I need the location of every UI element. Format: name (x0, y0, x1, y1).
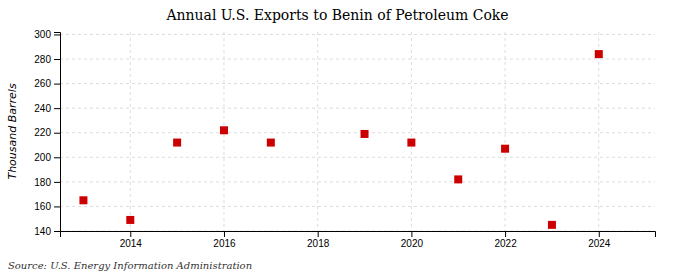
grid-line-y (60, 181, 655, 182)
tick: 220 (34, 127, 60, 138)
point (126, 216, 134, 224)
tick-label: 2022 (494, 238, 517, 249)
title: Annual U.S. Exports to Benin of Petroleu… (165, 7, 508, 23)
tick: 260 (34, 78, 60, 89)
point (361, 130, 369, 138)
tick: 2024 (588, 231, 611, 249)
point (79, 196, 87, 204)
tick-label: 300 (34, 29, 51, 40)
tick-mark (318, 231, 319, 237)
axis-line (54, 33, 61, 232)
tick: 300 (34, 29, 60, 40)
tick-mark (54, 84, 60, 85)
tick: 2022 (494, 231, 517, 249)
tick-label: 2018 (307, 238, 330, 249)
point (220, 126, 228, 134)
points (79, 50, 602, 229)
grid-line-x (317, 32, 318, 231)
grid-line-x (598, 32, 599, 231)
tick-mark (54, 108, 60, 109)
plot-area: 2014 2016 2018 2020 2022 2024 140 160 180 200 220 2… (34, 29, 655, 249)
x-axis: 2014 2016 2018 2020 2022 2024 (61, 231, 656, 249)
tick-label: 140 (34, 226, 51, 237)
tick: 240 (34, 103, 60, 114)
grid-line-y (60, 157, 655, 158)
chart: 2014 2016 2018 2020 2022 2024 140 160 180 200 220 2… (0, 0, 675, 275)
tick-label: 160 (34, 201, 51, 212)
tick-label: 2024 (588, 238, 611, 249)
point (548, 221, 556, 229)
tick-label: 180 (34, 177, 51, 188)
grid-line-x (411, 32, 412, 231)
tick: 2018 (307, 231, 330, 249)
tick-label: 280 (34, 54, 51, 65)
grid-line-y (60, 132, 655, 133)
point (454, 175, 462, 183)
tick-label: 2016 (213, 238, 236, 249)
tick: 280 (34, 54, 60, 65)
tick-mark (54, 59, 60, 60)
tick-label: 240 (34, 103, 51, 114)
tick-mark (411, 231, 412, 237)
tick-label: 200 (34, 152, 51, 163)
tick: 2014 (120, 231, 143, 249)
point (407, 139, 415, 147)
source: Source: U.S. Energy Information Administ… (8, 260, 252, 271)
grid-line-x (130, 32, 131, 231)
grid-line-x (505, 32, 506, 231)
tick-mark (599, 231, 600, 237)
axis-line (61, 232, 656, 238)
tick-label: 2014 (120, 238, 143, 249)
grid (60, 32, 655, 231)
tick-mark (224, 231, 225, 237)
grid-line-y (60, 83, 655, 84)
tick: 140 (34, 226, 60, 237)
point (173, 139, 181, 147)
tick: 160 (34, 201, 60, 212)
point (501, 145, 509, 153)
point (595, 50, 603, 58)
point (267, 139, 275, 147)
tick-mark (54, 182, 60, 183)
tick-label: 2020 (401, 238, 424, 249)
tick-mark (130, 231, 131, 237)
tick-mark (505, 231, 506, 237)
tick: 2016 (213, 231, 236, 249)
grid-line-y (60, 206, 655, 207)
grid-line-y (60, 34, 655, 35)
tick-mark (54, 133, 60, 134)
tick-mark (54, 206, 60, 207)
tick-label: 220 (34, 127, 51, 138)
tick: 200 (34, 152, 60, 163)
tick: 180 (34, 177, 60, 188)
tick: 2020 (401, 231, 424, 249)
y-axis-label: Thousand Barrels (6, 83, 19, 179)
tick-mark (54, 231, 60, 232)
tick-mark (54, 157, 60, 158)
grid-line-y (60, 108, 655, 109)
tick-label: 260 (34, 78, 51, 89)
tick-mark (54, 34, 60, 35)
y-axis: 140 160 180 200 220 240 260 280 300 (34, 29, 60, 237)
grid-line-y (60, 59, 655, 60)
